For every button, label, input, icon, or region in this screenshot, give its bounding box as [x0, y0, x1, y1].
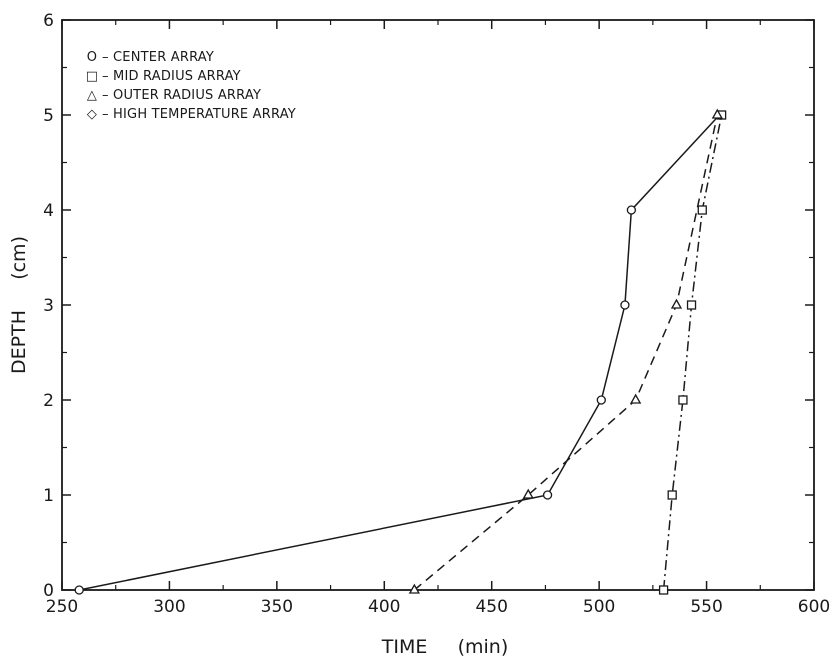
series-center-array: [74, 110, 725, 595]
y-tick-label: 0: [43, 581, 54, 601]
data-point: [711, 108, 723, 119]
legend-label: – CENTER ARRAY: [102, 50, 214, 65]
legend-label: – OUTER RADIUS ARRAY: [102, 88, 261, 103]
series-outer-radius-array: [408, 108, 723, 594]
series-line: [662, 114, 723, 591]
data-point: [658, 585, 669, 595]
legend-label: – MID RADIUS ARRAY: [102, 69, 241, 84]
data-point: [678, 395, 688, 405]
legend-symbol: O: [87, 50, 97, 65]
data-point: [667, 490, 677, 500]
y-tick-label: 1: [43, 486, 54, 506]
data-point: [542, 490, 553, 500]
legend-symbol: □: [86, 69, 98, 84]
data-point: [630, 393, 642, 404]
x-axis-label: TIME (min): [381, 636, 508, 658]
series-mid-radius-array: [658, 110, 727, 595]
y-tick-label: 3: [43, 296, 54, 316]
data-point: [626, 205, 637, 215]
legend-entry: □ – MID RADIUS ARRAY: [86, 69, 241, 84]
data-point: [408, 583, 420, 594]
x-tick-label: 450: [475, 597, 507, 617]
x-tick-label: 250: [46, 597, 78, 617]
y-tick-label: 4: [43, 201, 54, 221]
x-tick-label: 500: [583, 597, 615, 617]
x-tick-label: 600: [798, 597, 830, 617]
y-tick-label: 6: [43, 11, 54, 31]
data-point: [596, 395, 606, 405]
legend-symbol: ◇: [87, 107, 97, 122]
legend: O – CENTER ARRAY □ – MID RADIUS ARRAY △ – OUT…: [86, 50, 296, 122]
x-tick-label: 350: [261, 597, 293, 617]
y-axis-label: DEPTH (cm): [8, 236, 30, 374]
data-point: [670, 298, 683, 309]
legend-entry: ◇ – HIGH TEMPERATURE ARRAY: [87, 107, 296, 122]
series-line: [79, 114, 721, 591]
data-point: [522, 488, 534, 499]
x-tick-label: 550: [690, 597, 722, 617]
legend-label: – HIGH TEMPERATURE ARRAY: [102, 107, 296, 122]
legend-entry: △ – OUTER RADIUS ARRAY: [87, 88, 261, 103]
plot-frame: [61, 19, 815, 591]
data-point: [74, 585, 84, 595]
series-layer: [74, 108, 727, 595]
y-tick-label: 2: [43, 391, 54, 411]
x-tick-label: 300: [153, 597, 185, 617]
x-tick-label: 400: [368, 597, 400, 617]
series-line: [413, 114, 719, 591]
axes-layer: 250 300 350 400 450 500 550 600 0 1 2 3 4 5 6: [43, 11, 830, 617]
y-tick-label: 5: [43, 106, 54, 126]
legend-symbol: △: [87, 88, 97, 103]
data-point: [686, 300, 697, 310]
data-point: [620, 300, 630, 310]
data-point: [697, 205, 707, 215]
legend-entry: O – CENTER ARRAY: [87, 50, 214, 65]
